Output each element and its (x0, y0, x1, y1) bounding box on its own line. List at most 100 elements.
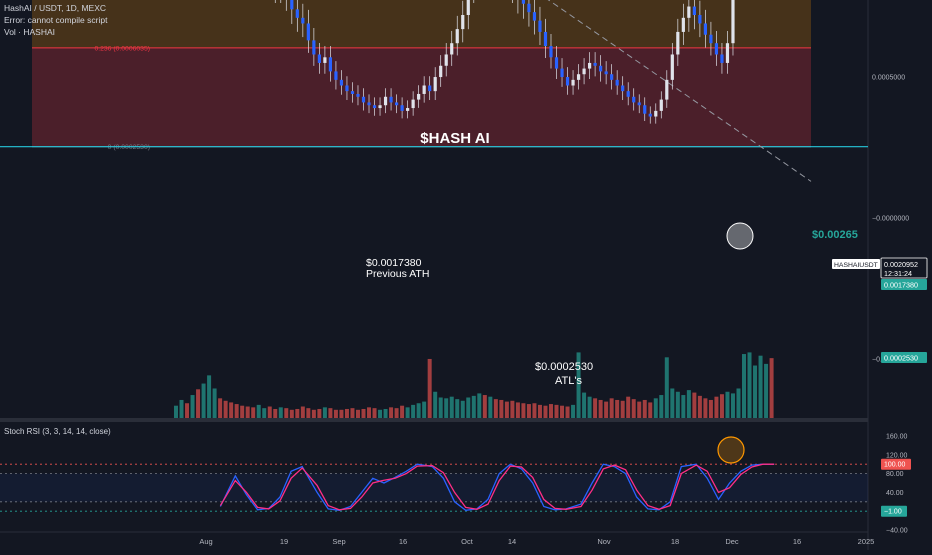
volume-bar (328, 408, 333, 418)
candle (378, 97, 382, 116)
rsi-band (0, 473, 868, 502)
candle-body (632, 96, 636, 103)
candle (582, 58, 586, 85)
atl-tag: 0.0002530 (884, 354, 918, 363)
volume-bar (537, 404, 542, 418)
time-axis-tick: 16 (399, 537, 407, 546)
volume-bar (174, 405, 178, 418)
target-price-annotation: $0.00265 (812, 229, 858, 241)
volume-bar (322, 407, 327, 418)
symbol-title[interactable]: HashAI / USDT, 1D, MEXC (4, 3, 107, 13)
candle-body (604, 71, 608, 75)
candle (725, 30, 730, 74)
candle (538, 6, 542, 45)
volume-bar (251, 407, 256, 418)
candle (285, 0, 287, 11)
volume-bar (648, 402, 653, 418)
time-axis-tick: Nov (597, 537, 611, 546)
volume-bar (642, 399, 647, 418)
candle-body (676, 31, 680, 55)
candle-body (450, 43, 454, 55)
candle-body (543, 31, 548, 47)
candle (532, 0, 537, 35)
volume-bar (504, 401, 509, 418)
candle-body (610, 74, 614, 80)
price-axis-tick: −0.0000000 (872, 216, 909, 223)
volume-bar (664, 357, 669, 418)
volume-bar (223, 400, 228, 418)
volume-bar (229, 402, 234, 418)
volume-bar (201, 383, 206, 418)
volume-bar (526, 404, 531, 418)
atl-tag-bg (881, 352, 927, 363)
candle-body (692, 6, 696, 15)
candle (527, 0, 531, 27)
candle (361, 88, 366, 111)
volume-bar (245, 406, 250, 418)
volume-bar (212, 388, 217, 418)
candle-body (317, 54, 321, 63)
pane-separator (0, 418, 868, 422)
candle-body (328, 57, 333, 72)
candle (290, 0, 294, 24)
candle (670, 43, 674, 90)
volume-bar (372, 408, 377, 418)
time-axis-tick: Oct (461, 537, 474, 546)
volume-bar (256, 404, 261, 418)
candle-body (615, 79, 619, 86)
volume-bar (576, 352, 581, 418)
volume-bar (560, 405, 565, 418)
volume-indicator-label[interactable]: Vol · HASHAI (4, 27, 56, 37)
volume-bar (730, 393, 735, 418)
candle-body (532, 12, 537, 21)
candle-body (621, 85, 625, 92)
candle (665, 70, 669, 108)
candle (356, 85, 360, 106)
time-axis-tick: 19 (280, 537, 288, 546)
volume-bar (521, 403, 526, 418)
volume-bar (317, 408, 322, 418)
volume-bar (598, 399, 603, 418)
candle (383, 88, 388, 114)
rsi-last-tag-bg (881, 458, 911, 470)
candle (389, 88, 393, 111)
ath-tag: 0.0017380 (884, 281, 918, 290)
candle (692, 0, 696, 30)
volume-bar (190, 395, 195, 418)
volume-bar (670, 388, 675, 418)
candle (521, 0, 526, 19)
candle (659, 91, 663, 119)
volume-bar (626, 396, 631, 418)
candle (411, 91, 415, 116)
volume-bar (438, 397, 443, 418)
volume-bar (444, 398, 449, 418)
candle (328, 46, 333, 82)
last-price-tag: 0.0020952 (884, 260, 918, 269)
candle-body (394, 102, 399, 106)
candle (599, 55, 603, 82)
volume-bar (311, 409, 316, 418)
candle-body (378, 105, 382, 109)
volume-bar (350, 408, 355, 418)
time-axis-tick: Aug (199, 537, 212, 546)
volume-bar (653, 398, 658, 418)
rsi-last-tag: 100.00 (884, 462, 906, 469)
volume-bar (449, 396, 454, 418)
volume-bar (499, 399, 504, 418)
candle-body (527, 3, 531, 13)
candle (461, 0, 465, 43)
candle (543, 18, 548, 59)
volume-bar (697, 395, 702, 418)
candle-body (339, 79, 344, 86)
candle-body (466, 0, 470, 16)
volume-bar (278, 407, 283, 418)
volume-bar (433, 391, 438, 418)
volume-bar (455, 399, 460, 418)
volume-bar (686, 390, 691, 418)
fib-zone-0.382 (32, 0, 811, 48)
candle-body (301, 17, 305, 24)
candle-body (350, 91, 355, 94)
candle-body (389, 96, 393, 103)
